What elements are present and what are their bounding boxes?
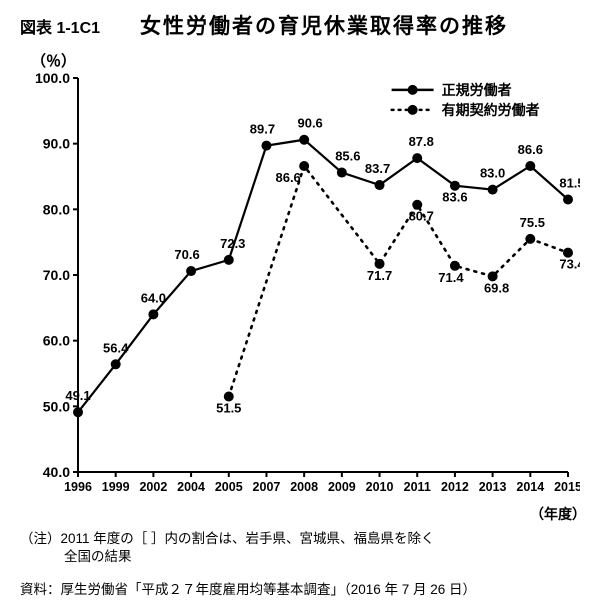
svg-text:2013: 2013 (479, 480, 507, 494)
svg-text:80.0: 80.0 (43, 201, 70, 217)
svg-text:2011: 2011 (404, 480, 431, 494)
svg-text:2008: 2008 (290, 480, 318, 494)
svg-text:2012: 2012 (441, 480, 469, 494)
svg-text:69.8: 69.8 (484, 280, 509, 295)
svg-text:81.5: 81.5 (559, 175, 580, 190)
svg-text:2009: 2009 (328, 480, 356, 494)
svg-text:71.7: 71.7 (367, 268, 392, 283)
x-axis-unit: （年度） (530, 504, 586, 524)
svg-text:87.8: 87.8 (409, 134, 434, 149)
svg-text:2010: 2010 (366, 480, 394, 494)
svg-text:90.0: 90.0 (43, 136, 70, 152)
svg-text:89.7: 89.7 (250, 122, 275, 137)
svg-text:70.6: 70.6 (174, 247, 199, 262)
figure-label: 図表 1-1C1 (20, 14, 100, 38)
footnote-line1: （注）2011 年度の［ ］内の割合は、岩手県、宮城県、福島県を除く (20, 530, 435, 548)
footnote-line2: 全国の結果 (20, 548, 435, 566)
svg-text:64.0: 64.0 (141, 290, 166, 305)
svg-text:2002: 2002 (139, 480, 167, 494)
svg-text:56.4: 56.4 (103, 340, 129, 355)
svg-text:85.6: 85.6 (335, 149, 360, 164)
svg-text:86.6: 86.6 (518, 142, 543, 157)
svg-text:70.0: 70.0 (43, 267, 70, 283)
svg-text:86.6: 86.6 (275, 170, 300, 185)
footnote: （注）2011 年度の［ ］内の割合は、岩手県、宮城県、福島県を除く 全国の結果 (20, 530, 435, 566)
source-line: 資料：厚生労働省「平成２７年度雇用均等基本調査」（2016 年 7 月 26 日… (20, 578, 476, 598)
svg-text:2005: 2005 (215, 480, 243, 494)
svg-text:正規労働者: 正規労働者 (442, 82, 512, 98)
svg-text:2014: 2014 (516, 480, 544, 494)
line-chart: 40.050.060.070.080.090.0100.019961999200… (20, 70, 580, 500)
svg-text:71.4: 71.4 (438, 270, 464, 285)
svg-text:100.0: 100.0 (35, 70, 70, 86)
svg-text:90.6: 90.6 (297, 116, 322, 131)
svg-text:80.7: 80.7 (409, 209, 434, 224)
y-axis-unit: （％） (31, 50, 76, 71)
svg-text:83.7: 83.7 (365, 161, 390, 176)
svg-text:2007: 2007 (253, 480, 281, 494)
svg-text:73.4: 73.4 (559, 257, 580, 272)
svg-text:75.5: 75.5 (520, 215, 545, 230)
svg-text:1999: 1999 (102, 480, 130, 494)
svg-text:83.0: 83.0 (480, 166, 505, 181)
svg-text:51.5: 51.5 (216, 400, 241, 415)
svg-text:72.3: 72.3 (220, 236, 245, 251)
svg-text:40.0: 40.0 (43, 464, 70, 480)
chart-title: 女性労働者の育児休業取得率の推移 (140, 10, 508, 40)
page: 図表 1-1C1 女性労働者の育児休業取得率の推移 （％） 40.050.060… (0, 0, 600, 606)
svg-text:2004: 2004 (177, 480, 205, 494)
svg-text:49.1: 49.1 (65, 388, 90, 403)
svg-text:83.6: 83.6 (442, 190, 467, 205)
svg-text:有期契約労働者: 有期契約労働者 (442, 102, 540, 118)
svg-text:60.0: 60.0 (43, 333, 70, 349)
svg-text:2015: 2015 (554, 480, 580, 494)
svg-text:1996: 1996 (64, 480, 92, 494)
